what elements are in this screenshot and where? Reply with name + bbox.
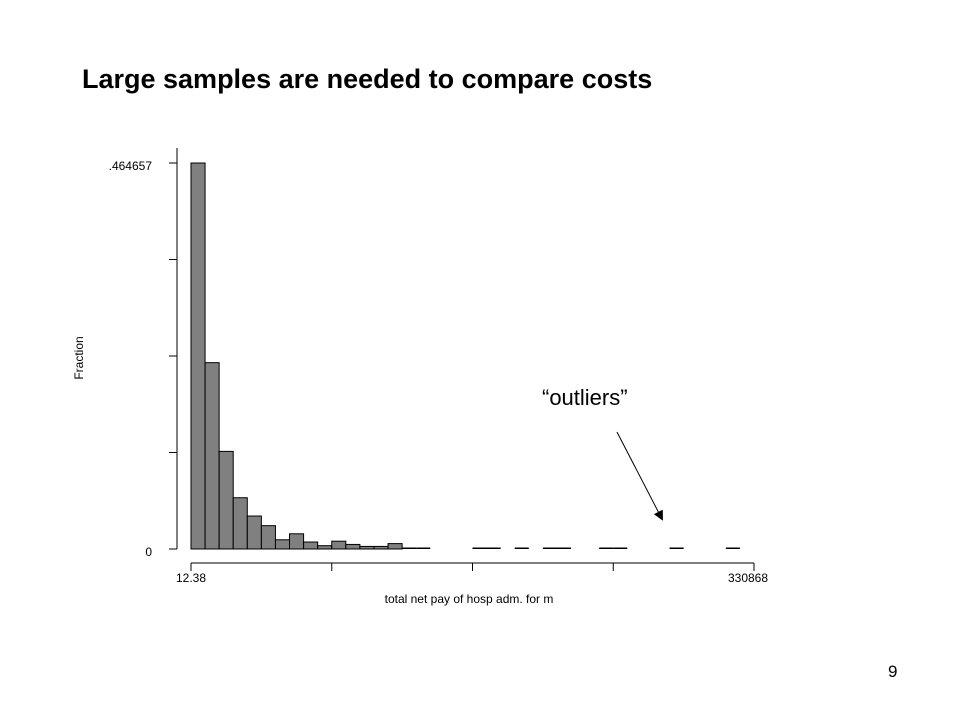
histogram-bar xyxy=(218,450,234,550)
histogram-bar xyxy=(303,541,319,550)
x-axis-ticks xyxy=(190,563,755,571)
x-tick-label-min: 12.38 xyxy=(176,571,206,585)
histogram-bar xyxy=(373,545,389,550)
histogram-bar xyxy=(190,162,206,550)
y-tick-label-max: .464657 xyxy=(109,159,153,173)
histogram-bar xyxy=(514,547,529,549)
slide-title: Large samples are needed to compare cost… xyxy=(82,64,653,94)
histogram-bar xyxy=(232,497,248,550)
page-number: 9 xyxy=(888,662,898,681)
histogram-bar xyxy=(416,547,431,549)
histogram-bars xyxy=(190,162,740,550)
outliers-annotation: “outliers” xyxy=(542,385,628,410)
x-axis-label: total net pay of hosp adm. for m xyxy=(385,592,554,606)
histogram-bar xyxy=(331,540,347,550)
histogram-bar xyxy=(260,525,276,550)
histogram-bar xyxy=(274,539,291,550)
y-axis-ticks xyxy=(169,162,177,550)
histogram-bar xyxy=(613,547,628,549)
histogram-bar xyxy=(345,543,361,550)
histogram-bar xyxy=(359,545,375,550)
y-tick-label-min: 0 xyxy=(145,545,152,559)
y-axis-label: Fraction xyxy=(72,336,86,379)
x-tick-label-max: 330868 xyxy=(728,571,768,585)
histogram-bar xyxy=(246,515,262,550)
outliers-arrow xyxy=(616,431,663,521)
histogram-bar xyxy=(556,547,572,549)
histogram-bar xyxy=(204,362,220,550)
histogram-bar xyxy=(669,547,684,549)
histogram-bar xyxy=(486,547,501,549)
histogram-bar xyxy=(599,547,614,549)
histogram-bar xyxy=(387,543,403,550)
histogram-bar xyxy=(402,547,417,549)
histogram-bar xyxy=(472,547,487,549)
histogram-bar xyxy=(725,547,740,549)
histogram-bar xyxy=(542,547,557,549)
histogram-bar xyxy=(317,545,333,550)
histogram-bar xyxy=(289,533,305,550)
